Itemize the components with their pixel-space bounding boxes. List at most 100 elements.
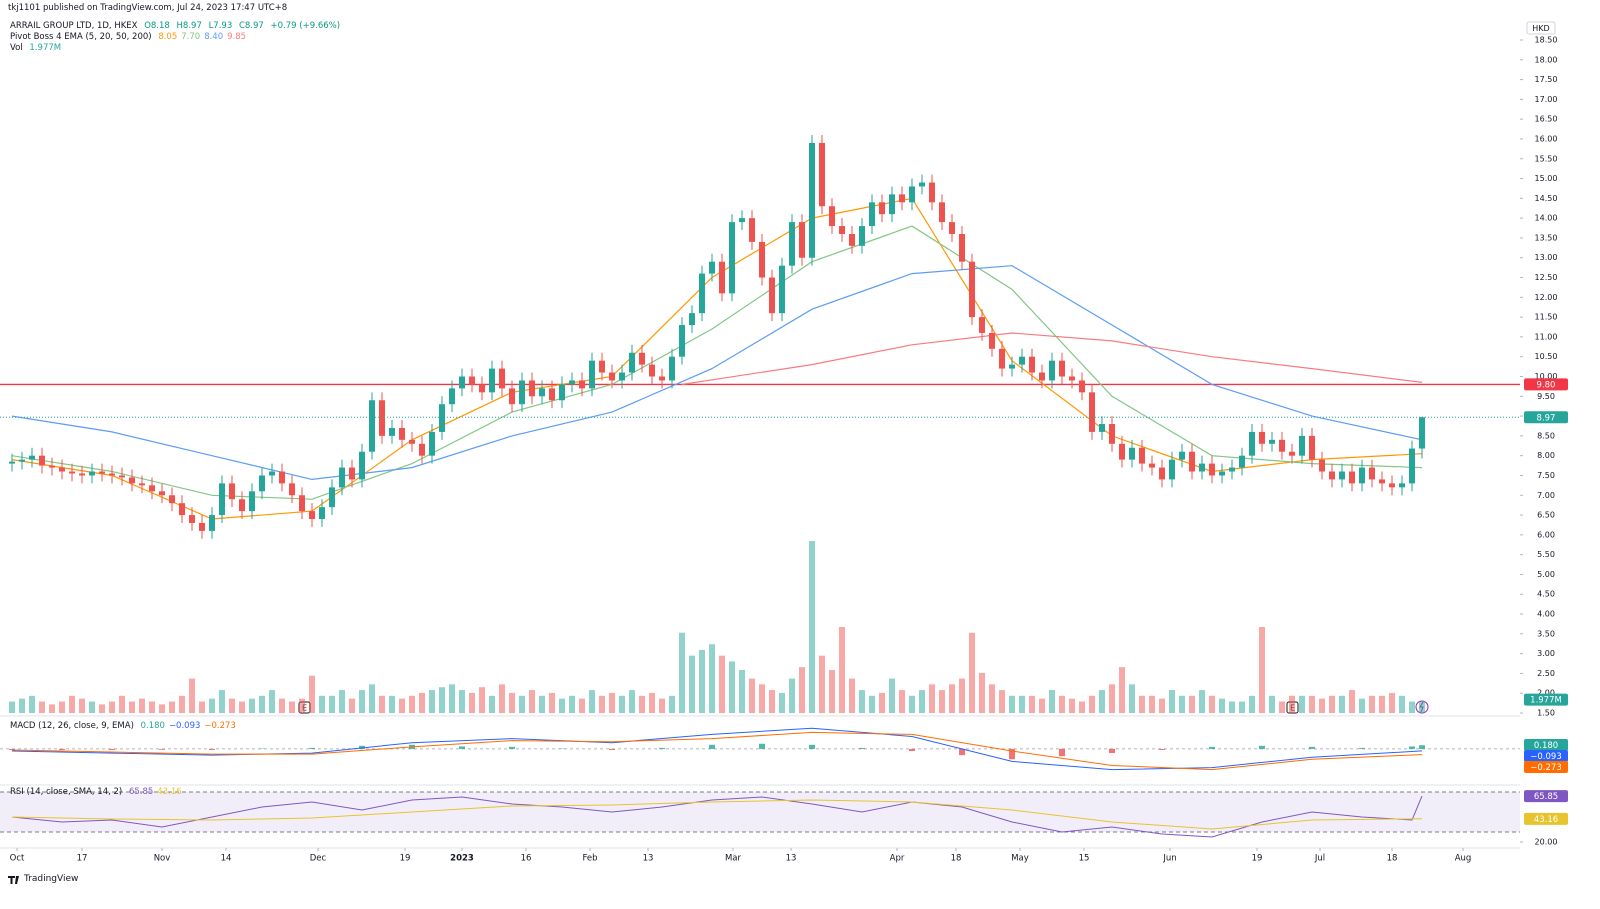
macd-histogram-bar	[9, 748, 15, 750]
y-tick-label: 6.00	[1537, 530, 1555, 539]
indicator-line	[11, 225, 1423, 500]
volume-legend: Vol 1.977M	[10, 43, 65, 53]
y-tick-label: 4.00	[1537, 610, 1555, 619]
volume-bar	[389, 695, 395, 713]
x-tick-label: Feb	[582, 854, 597, 864]
candle-body	[559, 384, 565, 401]
volume-bar	[619, 695, 625, 713]
candle-body	[459, 376, 465, 389]
volume-bar	[929, 684, 935, 713]
ema-value: 7.70	[181, 32, 201, 42]
volume-bar	[369, 684, 375, 713]
y-tick-label: 18.50	[1535, 36, 1558, 45]
currency-box	[1526, 21, 1556, 35]
x-tick-label: Aug	[1455, 854, 1472, 864]
rsi-band	[0, 792, 1520, 832]
candle-body	[919, 182, 925, 187]
candle-body	[1419, 417, 1425, 449]
macd-legend: MACD (12, 26, close, 9, EMA) 0.180 −0.093…	[10, 721, 240, 731]
macd-histogram-bar	[1419, 745, 1425, 749]
volume-bar	[719, 655, 725, 713]
volume-bar	[519, 695, 525, 713]
candle-body	[1279, 439, 1285, 452]
indicator-line	[11, 731, 1423, 771]
x-tick-label: 17	[77, 854, 88, 864]
volume-bar	[239, 701, 245, 713]
candle-body	[749, 218, 755, 242]
volume-bar	[1049, 690, 1055, 713]
volume-label-box	[1524, 693, 1568, 706]
candle-body	[819, 142, 825, 207]
candle-body	[469, 376, 475, 385]
candle-body	[899, 194, 905, 203]
y-tick-label: 14.50	[1535, 194, 1558, 203]
candle-body	[499, 368, 505, 389]
volume-bar	[19, 698, 25, 713]
macd-histogram-bar	[1059, 748, 1065, 757]
macd-label: −0.093	[1530, 752, 1561, 762]
macd-histogram-bar	[1409, 746, 1415, 749]
candle-body	[1299, 435, 1305, 456]
candle-body	[959, 233, 965, 262]
volume-bar	[1199, 690, 1205, 713]
candle-body	[569, 380, 575, 385]
volume-bar	[229, 698, 235, 713]
volume-bar	[539, 695, 545, 713]
candle-body	[669, 356, 675, 381]
volume-bar	[69, 695, 75, 713]
volume-bar	[39, 701, 45, 713]
y-tick-label: 9.50	[1537, 392, 1555, 401]
y-tick-label: 17.50	[1535, 75, 1558, 84]
macd-histogram-bar	[159, 748, 165, 750]
candle-body	[1069, 376, 1075, 381]
macd-histogram-bar	[909, 748, 915, 751]
candle-body	[729, 222, 735, 294]
volume-bar	[909, 695, 915, 713]
y-tick-label: 18.00	[1535, 55, 1558, 64]
y-tick-label: 6.50	[1537, 511, 1555, 520]
candle-body	[1289, 451, 1295, 456]
volume-bar	[409, 695, 415, 713]
candle-body	[1389, 483, 1395, 488]
y-tick-label: 1.50	[1537, 709, 1555, 718]
candle-body	[389, 427, 395, 436]
volume-bar	[299, 698, 305, 713]
candle-body	[1039, 372, 1045, 381]
candle-body	[509, 388, 515, 405]
macd-histogram-bar	[959, 748, 965, 756]
candle-body	[399, 427, 405, 440]
volume-bar	[799, 667, 805, 713]
macd-histogram-bar	[659, 747, 665, 749]
macd-histogram-bar	[1109, 748, 1115, 754]
candle-body	[1199, 463, 1205, 472]
volume-bar	[589, 690, 595, 713]
volume-bar	[969, 632, 975, 713]
macd-histogram-bar	[1209, 746, 1215, 749]
candle-body	[1159, 467, 1165, 480]
indicator-line	[11, 799, 1423, 830]
ema-legend: Pivot Boss 4 EMA (5, 20, 50, 200) 8.05 7.…	[10, 32, 250, 42]
volume-bar	[89, 701, 95, 713]
candle-body	[909, 186, 915, 203]
volume-bar	[649, 692, 655, 713]
volume-bar	[329, 695, 335, 713]
volume-bar	[639, 695, 645, 713]
volume-bar	[1319, 698, 1325, 713]
x-tick-label: May	[1011, 854, 1029, 864]
volume-bar	[1229, 701, 1235, 713]
volume-bar	[1089, 695, 1095, 713]
volume-bar	[349, 698, 355, 713]
candle-body	[979, 317, 985, 333]
candle-body	[589, 360, 595, 389]
macd-histogram-bar	[1309, 746, 1315, 749]
ema-value: 8.40	[204, 32, 224, 42]
volume-bar	[919, 690, 925, 713]
candle-body	[879, 202, 885, 215]
y-tick-label: 2.50	[1537, 669, 1555, 678]
candle-body	[319, 507, 325, 520]
x-tick-label: Mar	[725, 854, 742, 864]
volume-bar	[1349, 690, 1355, 713]
candle-body	[169, 495, 175, 504]
candle-body	[849, 233, 855, 246]
